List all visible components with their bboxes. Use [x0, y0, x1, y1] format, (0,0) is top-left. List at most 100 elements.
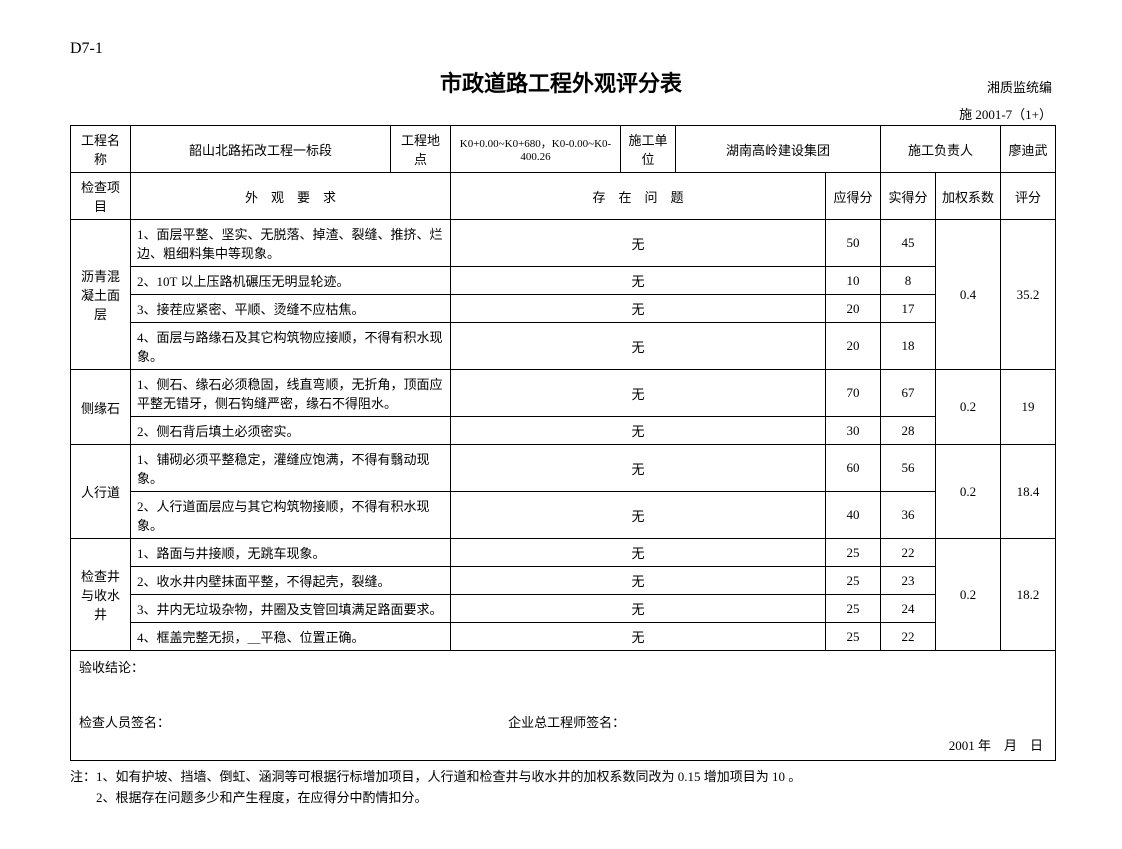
conclusion-label: 验收结论： — [79, 657, 1047, 676]
label-construction-unit: 施工单位 — [621, 126, 676, 173]
rating-cell: 18.2 — [1001, 539, 1056, 651]
weight-cell: 0.4 — [936, 220, 1001, 370]
issue-cell: 无 — [451, 623, 826, 651]
label-existing-issue: 存 在 问 题 — [451, 173, 826, 220]
issue-cell: 无 — [451, 267, 826, 295]
should-cell: 20 — [826, 295, 881, 323]
table-row: 3、接茬应紧密、平顺、烫缝不应枯焦。无2017 — [71, 295, 1056, 323]
should-cell: 25 — [826, 623, 881, 651]
rating-cell: 35.2 — [1001, 220, 1056, 370]
req-cell: 2、10T 以上压路机碾压无明显轮迹。 — [131, 267, 451, 295]
req-cell: 2、收水井内壁抹面平整，不得起壳，裂缝。 — [131, 567, 451, 595]
table-row: 2、收水井内壁抹面平整，不得起壳，裂缝。无2523 — [71, 567, 1056, 595]
label-should-score: 应得分 — [826, 173, 881, 220]
actual-cell: 28 — [881, 417, 936, 445]
req-cell: 4、面层与路缘石及其它构筑物应接顺，不得有积水现象。 — [131, 323, 451, 370]
issue-cell: 无 — [451, 492, 826, 539]
label-construction-leader: 施工负责人 — [881, 126, 1001, 173]
note-2: 2、根据存在问题多少和产生程度，在应得分中酌情扣分。 — [70, 788, 1052, 809]
issue-cell: 无 — [451, 595, 826, 623]
weight-cell: 0.2 — [936, 539, 1001, 651]
actual-cell: 45 — [881, 220, 936, 267]
issue-cell: 无 — [451, 323, 826, 370]
group-name: 检查井与收水井 — [71, 539, 131, 651]
issue-cell: 无 — [451, 220, 826, 267]
actual-cell: 23 — [881, 567, 936, 595]
weight-cell: 0.2 — [936, 445, 1001, 539]
should-cell: 25 — [826, 595, 881, 623]
rating-cell: 18.4 — [1001, 445, 1056, 539]
req-cell: 2、侧石背后填土必须密实。 — [131, 417, 451, 445]
req-cell: 1、面层平整、坚实、无脱落、掉渣、裂缝、推挤、烂边、粗细料集中等现象。 — [131, 220, 451, 267]
val-construction-unit: 湖南高岭建设集团 — [676, 126, 881, 173]
should-cell: 60 — [826, 445, 881, 492]
should-cell: 30 — [826, 417, 881, 445]
should-cell: 10 — [826, 267, 881, 295]
label-actual-score: 实得分 — [881, 173, 936, 220]
actual-cell: 8 — [881, 267, 936, 295]
label-weight: 加权系数 — [936, 173, 1001, 220]
actual-cell: 17 — [881, 295, 936, 323]
table-row: 4、框盖完整无损，＿平稳、位置正确。无2522 — [71, 623, 1056, 651]
group-name: 人行道 — [71, 445, 131, 539]
actual-cell: 24 — [881, 595, 936, 623]
req-cell: 2、人行道面层应与其它构筑物接顺，不得有积水现象。 — [131, 492, 451, 539]
issue-cell: 无 — [451, 445, 826, 492]
issue-cell: 无 — [451, 295, 826, 323]
conclusion-row: 验收结论： 检查人员签名： 企业总工程师签名： 2001 年 月 日 — [71, 651, 1056, 761]
header-row: 检查项目 外 观 要 求 存 在 问 题 应得分 实得分 加权系数 评分 — [71, 173, 1056, 220]
table-row: 3、井内无垃圾杂物，井圈及支管回填满足路面要求。无2524 — [71, 595, 1056, 623]
actual-cell: 18 — [881, 323, 936, 370]
notes: 注：1、如有护坡、挡墙、倒虹、涵洞等可根据行标增加项目，人行道和检查井与收水井的… — [70, 767, 1052, 809]
group-name: 沥青混凝土面层 — [71, 220, 131, 370]
should-cell: 40 — [826, 492, 881, 539]
table-row: 4、面层与路缘石及其它构筑物应接顺，不得有积水现象。无2018 — [71, 323, 1056, 370]
label-inspection-item: 检查项目 — [71, 173, 131, 220]
table-row: 侧缘石1、侧石、缘石必须稳固，线直弯顺，无折角，顶面应平整无错牙，侧石钩缝严密，… — [71, 370, 1056, 417]
group-name: 侧缘石 — [71, 370, 131, 445]
issue-cell: 无 — [451, 370, 826, 417]
actual-cell: 22 — [881, 539, 936, 567]
issue-cell: 无 — [451, 417, 826, 445]
issue-cell: 无 — [451, 539, 826, 567]
val-project-location: K0+0.00~K0+680，K0-0.00~K0-400.26 — [451, 126, 621, 173]
actual-cell: 36 — [881, 492, 936, 539]
req-cell: 3、接茬应紧密、平顺、烫缝不应枯焦。 — [131, 295, 451, 323]
table-row: 人行道1、铺砌必须平整稳定，灌缝应饱满，不得有翳动现象。无60560.218.4 — [71, 445, 1056, 492]
table-row: 2、侧石背后填土必须密实。无3028 — [71, 417, 1056, 445]
table-row: 2、人行道面层应与其它构筑物接顺，不得有积水现象。无4036 — [71, 492, 1056, 539]
should-cell: 20 — [826, 323, 881, 370]
note-1: 注：1、如有护坡、挡墙、倒虹、涵洞等可根据行标增加项目，人行道和检查井与收水井的… — [70, 767, 1052, 788]
should-cell: 25 — [826, 567, 881, 595]
title-row: 市政道路工程外观评分表 湘质监统编 — [70, 66, 1052, 98]
req-cell: 1、路面与井接顺，无跳车现象。 — [131, 539, 451, 567]
actual-cell: 56 — [881, 445, 936, 492]
main-title: 市政道路工程外观评分表 — [70, 66, 1052, 98]
val-construction-leader: 廖迪武 — [1001, 126, 1056, 173]
date-line: 2001 年 月 日 — [949, 735, 1043, 754]
weight-cell: 0.2 — [936, 370, 1001, 445]
req-cell: 1、侧石、缘石必须稳固，线直弯顺，无折角，顶面应平整无错牙，侧石钩缝严密，缘石不… — [131, 370, 451, 417]
source-tag: 湘质监统编 — [987, 77, 1052, 96]
actual-cell: 67 — [881, 370, 936, 417]
table-row: 沥青混凝土面层1、面层平整、坚实、无脱落、掉渣、裂缝、推挤、烂边、粗细料集中等现… — [71, 220, 1056, 267]
engineer-sign: 企业总工程师签名： — [508, 712, 625, 731]
val-project-name: 韶山北路拓改工程一标段 — [131, 126, 391, 173]
info-row: 工程名称 韶山北路拓改工程一标段 工程地点 K0+0.00~K0+680，K0-… — [71, 126, 1056, 173]
sub-code: 施 2001-7（1+） — [70, 104, 1052, 123]
req-cell: 3、井内无垃圾杂物，井圈及支管回填满足路面要求。 — [131, 595, 451, 623]
should-cell: 50 — [826, 220, 881, 267]
req-cell: 1、铺砌必须平整稳定，灌缝应饱满，不得有翳动现象。 — [131, 445, 451, 492]
should-cell: 25 — [826, 539, 881, 567]
actual-cell: 22 — [881, 623, 936, 651]
label-rating: 评分 — [1001, 173, 1056, 220]
rating-cell: 19 — [1001, 370, 1056, 445]
req-cell: 4、框盖完整无损，＿平稳、位置正确。 — [131, 623, 451, 651]
label-project-location: 工程地点 — [391, 126, 451, 173]
inspector-sign: 检查人员签名： — [79, 712, 505, 731]
label-project-name: 工程名称 — [71, 126, 131, 173]
table-row: 检查井与收水井1、路面与井接顺，无跳车现象。无25220.218.2 — [71, 539, 1056, 567]
doc-code: D7-1 — [70, 40, 1052, 58]
label-appearance-req: 外 观 要 求 — [131, 173, 451, 220]
main-table: 工程名称 韶山北路拓改工程一标段 工程地点 K0+0.00~K0+680，K0-… — [70, 125, 1056, 761]
